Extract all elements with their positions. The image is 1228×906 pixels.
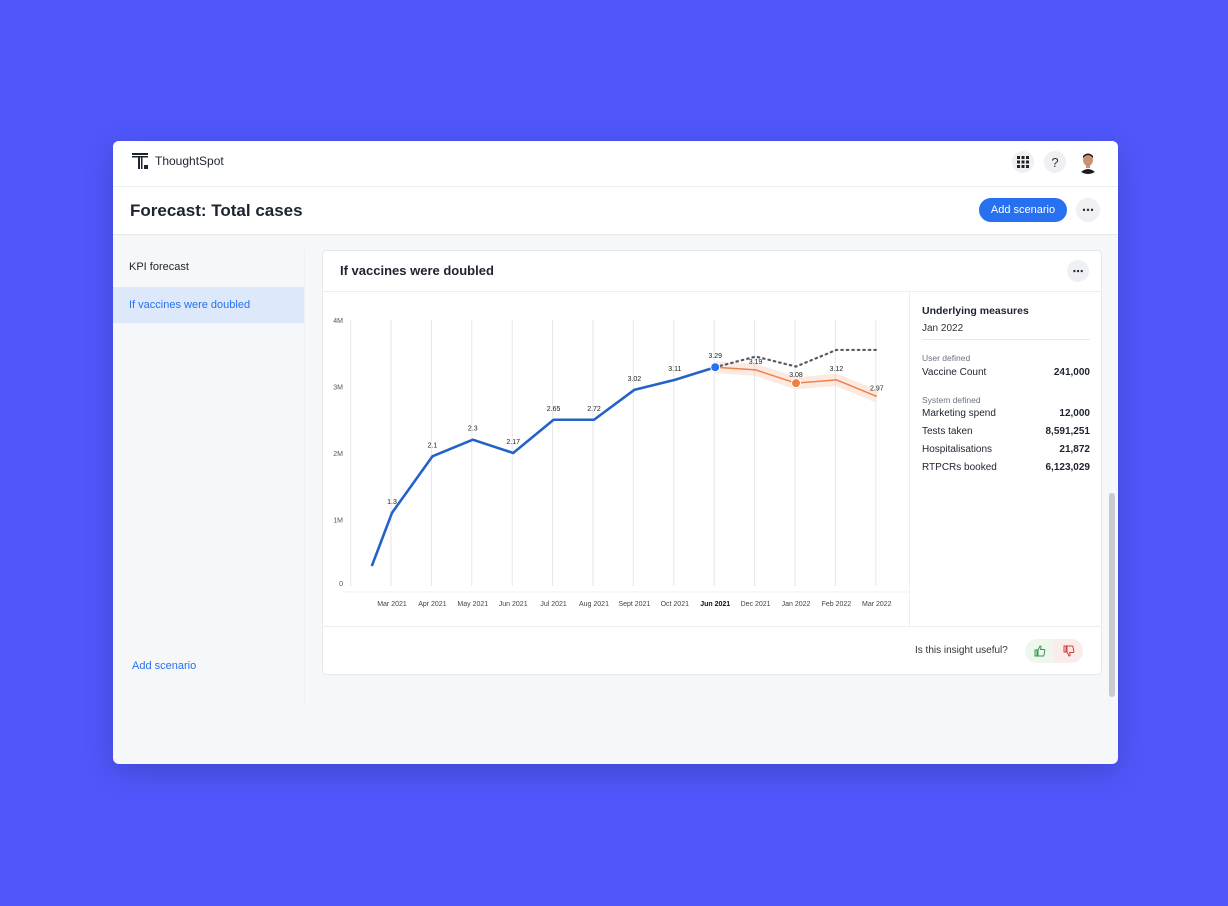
x-tick-label: Oct 2021 [661,601,690,608]
y-tick-label: 0 [339,581,343,588]
measures-title: Underlying measures [922,305,1029,317]
x-tick-label: Mar 2022 [862,601,892,608]
vertical-scrollbar[interactable] [1109,493,1115,697]
x-tick-label: May 2021 [457,601,488,608]
measure-label: RTPCRs booked [922,462,997,473]
scenario-sidebar: KPI forecast If vaccines were doubled Ad… [113,249,304,704]
measure-value: 8,591,251 [1045,426,1091,437]
data-label: 3.11 [668,366,681,373]
feedback-buttons [1025,639,1083,663]
x-tick-label: Jun 2021 [499,601,528,608]
page-title: Forecast: Total cases [130,201,303,220]
data-label: 3.29 [708,353,722,360]
x-tick-label: Mar 2021 [377,601,407,608]
sidebar-item-vaccines-doubled[interactable]: If vaccines were doubled [113,287,304,323]
measure-row-hospitalisations: Hospitalisations 21,872 [922,444,1090,455]
measure-row-marketing-spend: Marketing spend 12,000 [922,408,1090,419]
measure-label: Marketing spend [922,408,996,419]
measures-divider [922,339,1090,340]
y-tick-label: 1M [333,518,343,525]
data-label: 3.08 [789,372,803,379]
sidebar-add-scenario-link[interactable]: Add scenario [132,660,197,672]
data-label: 2.17 [506,439,520,446]
thumbs-up-icon[interactable] [1025,639,1054,663]
highlight-point [710,362,721,373]
data-label: 3.19 [749,359,763,366]
insight-feedback-question: Is this insight useful? [915,645,1008,656]
system-defined-label: System defined [922,395,981,405]
sidebar-divider [304,249,305,704]
data-label: 3.02 [628,376,642,383]
data-label: 2.72 [587,406,601,413]
apps-grid-icon[interactable] [1012,151,1034,173]
measure-value: 12,000 [1059,408,1090,419]
x-tick-label: Dec 2021 [741,601,771,608]
measure-value: 6,123,029 [1045,462,1091,473]
thumbs-down-icon[interactable] [1054,639,1083,663]
add-scenario-button[interactable]: Add scenario [979,198,1067,222]
top-nav-bar: ThoughtSpot ? [113,141,1118,187]
measure-label: Tests taken [922,426,973,437]
actual-series-line [370,365,716,567]
sidebar-item-kpi-forecast[interactable]: KPI forecast [129,261,189,273]
data-label: 2.97 [870,385,884,392]
card-more-options-icon[interactable]: ⋯ [1067,260,1089,282]
user-avatar-icon[interactable] [1076,150,1100,174]
y-tick-label: 4M [333,318,343,325]
data-label: 2.3 [468,426,478,433]
forecast-chart[interactable]: 0 1M 2M 3M 4M Mar 2021 Apr 2021 May 2021 Jun 202… [323,292,909,626]
measures-date: Jan 2022 [922,323,964,334]
measure-label: Hospitalisations [922,444,993,455]
x-tick-label: Aug 2021 [579,601,609,608]
help-icon[interactable]: ? [1044,151,1066,173]
card-footer: Is this insight useful? [323,626,1101,675]
measure-value: 241,000 [1053,367,1090,378]
data-label: 1.3 [387,499,397,506]
highlight-point [791,378,801,389]
user-defined-label: User defined [922,353,971,363]
thoughtspot-logo-icon [132,153,148,169]
insight-card: If vaccines were doubled ⋯ 0 1M 2M 3M 4M Mar … [322,250,1102,675]
more-options-icon[interactable]: ⋯ [1076,198,1100,222]
card-header: If vaccines were doubled ⋯ [323,251,1101,292]
x-tick-label: Jun 2021 [700,601,730,608]
baseline-series-line [714,348,878,369]
x-tick-label: Sept 2021 [618,601,650,608]
x-tick-label: Feb 2022 [822,601,852,608]
forecast-line-chart: 0 1M 2M 3M 4M Mar 2021 Apr 2021 May 2021 Jun 202… [333,318,909,608]
app-name: ThoughtSpot [155,154,224,168]
y-tick-label: 2M [333,451,343,458]
x-tick-label: Jan 2022 [782,601,811,608]
measure-row-rtpcrs-booked: RTPCRs booked 6,123,029 [922,462,1090,473]
x-tick-label: Apr 2021 [418,601,447,608]
y-tick-label: 3M [333,385,343,392]
underlying-measures-panel: Underlying measures Jan 2022 User define… [909,292,1102,626]
thoughtspot-logo[interactable]: ThoughtSpot [131,152,224,170]
measure-row-vaccine-count: Vaccine Count 241,000 [922,367,1090,378]
page-header: Forecast: Total cases Add scenario ⋯ [113,187,1118,235]
data-label: 2.1 [428,442,438,449]
measure-row-tests-taken: Tests taken 8,591,251 [922,426,1090,437]
measure-label: Vaccine Count [922,367,987,378]
measure-value: 21,872 [1059,444,1090,455]
data-label: 2.65 [547,406,561,413]
app-window: ThoughtSpot ? [113,141,1118,764]
data-label: 3.12 [830,366,844,373]
x-tick-label: Jul 2021 [540,601,567,608]
card-title: If vaccines were doubled [340,263,494,278]
